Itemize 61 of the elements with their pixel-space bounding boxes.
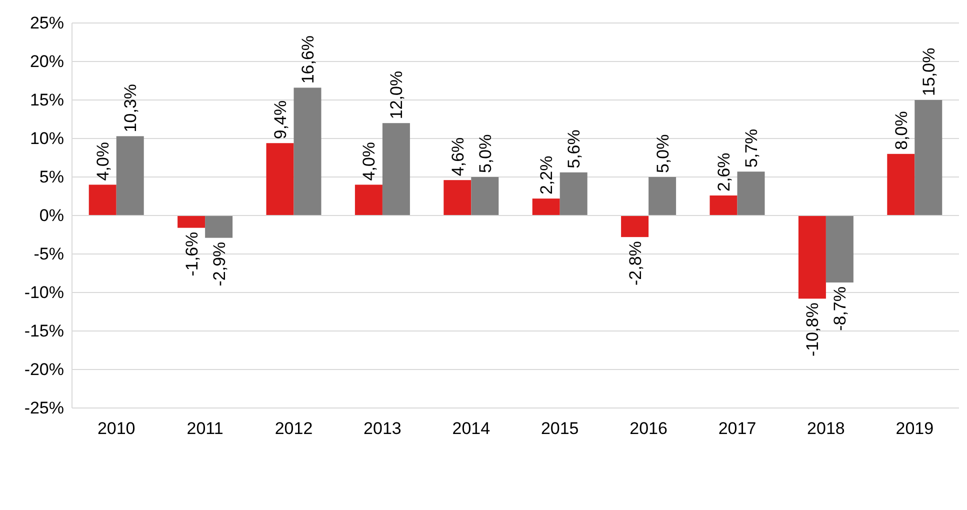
data-label: 5,6% bbox=[564, 130, 584, 168]
data-label: 5,7% bbox=[742, 128, 761, 168]
y-tick-label: -15% bbox=[24, 321, 64, 340]
y-tick-label: 10% bbox=[30, 128, 64, 148]
bar bbox=[382, 123, 410, 216]
data-label: 12,0% bbox=[387, 70, 406, 120]
y-tick-label: 25% bbox=[30, 13, 64, 32]
x-tick-label: 2018 bbox=[807, 419, 845, 438]
data-label: 4,6% bbox=[448, 137, 468, 176]
data-label: 4,0% bbox=[94, 142, 113, 181]
x-tick-label: 2015 bbox=[540, 419, 579, 438]
y-tick-label: 0% bbox=[39, 206, 64, 225]
data-label: 5,0% bbox=[653, 134, 672, 173]
bar bbox=[532, 198, 560, 216]
y-tick-label: 20% bbox=[30, 52, 64, 71]
bar bbox=[116, 136, 144, 216]
x-tick-label: 2016 bbox=[630, 419, 668, 438]
bar bbox=[710, 195, 738, 216]
bar bbox=[737, 172, 765, 216]
bar bbox=[621, 216, 649, 238]
bar bbox=[88, 184, 116, 216]
data-label: 2,6% bbox=[714, 152, 734, 192]
bar bbox=[444, 180, 472, 216]
bar bbox=[914, 100, 942, 216]
data-label: 8,0% bbox=[892, 111, 911, 150]
x-tick-label: 2010 bbox=[97, 419, 136, 438]
data-label: 9,4% bbox=[271, 100, 290, 140]
y-tick-label: 15% bbox=[30, 90, 64, 110]
data-label: 2,2% bbox=[537, 156, 556, 195]
y-tick-label: -20% bbox=[24, 360, 64, 379]
x-tick-label: 2017 bbox=[718, 419, 756, 438]
data-label: 10,3% bbox=[121, 84, 140, 132]
data-label: 5,0% bbox=[476, 134, 495, 173]
bar bbox=[798, 216, 826, 299]
bar bbox=[354, 184, 382, 216]
bar bbox=[178, 216, 206, 228]
data-label: 16,6% bbox=[298, 35, 318, 84]
bar bbox=[471, 177, 499, 216]
bar bbox=[560, 172, 588, 216]
y-tick-label: -10% bbox=[24, 282, 64, 302]
bar bbox=[887, 154, 915, 216]
x-tick-label: 2014 bbox=[452, 419, 490, 438]
bar bbox=[205, 216, 233, 238]
y-tick-label: -5% bbox=[34, 244, 64, 264]
data-label: 15,0% bbox=[919, 48, 938, 96]
x-tick-label: 2012 bbox=[274, 419, 313, 438]
data-label: -2,8% bbox=[626, 241, 645, 286]
x-tick-label: 2013 bbox=[364, 419, 402, 438]
data-label: -8,7% bbox=[830, 286, 850, 331]
x-tick-label: 2011 bbox=[186, 419, 224, 438]
data-label: 4,0% bbox=[360, 142, 379, 181]
bar bbox=[266, 143, 294, 216]
bar bbox=[826, 216, 854, 282]
bar bbox=[294, 88, 322, 216]
bar bbox=[648, 177, 676, 216]
data-label: -10,8% bbox=[803, 302, 822, 357]
y-tick-label: -25% bbox=[24, 398, 64, 418]
x-tick-label: 2019 bbox=[896, 419, 934, 438]
y-tick-label: 5% bbox=[39, 167, 64, 186]
data-label: -1,6% bbox=[182, 232, 202, 276]
data-label: -2,9% bbox=[210, 242, 229, 286]
